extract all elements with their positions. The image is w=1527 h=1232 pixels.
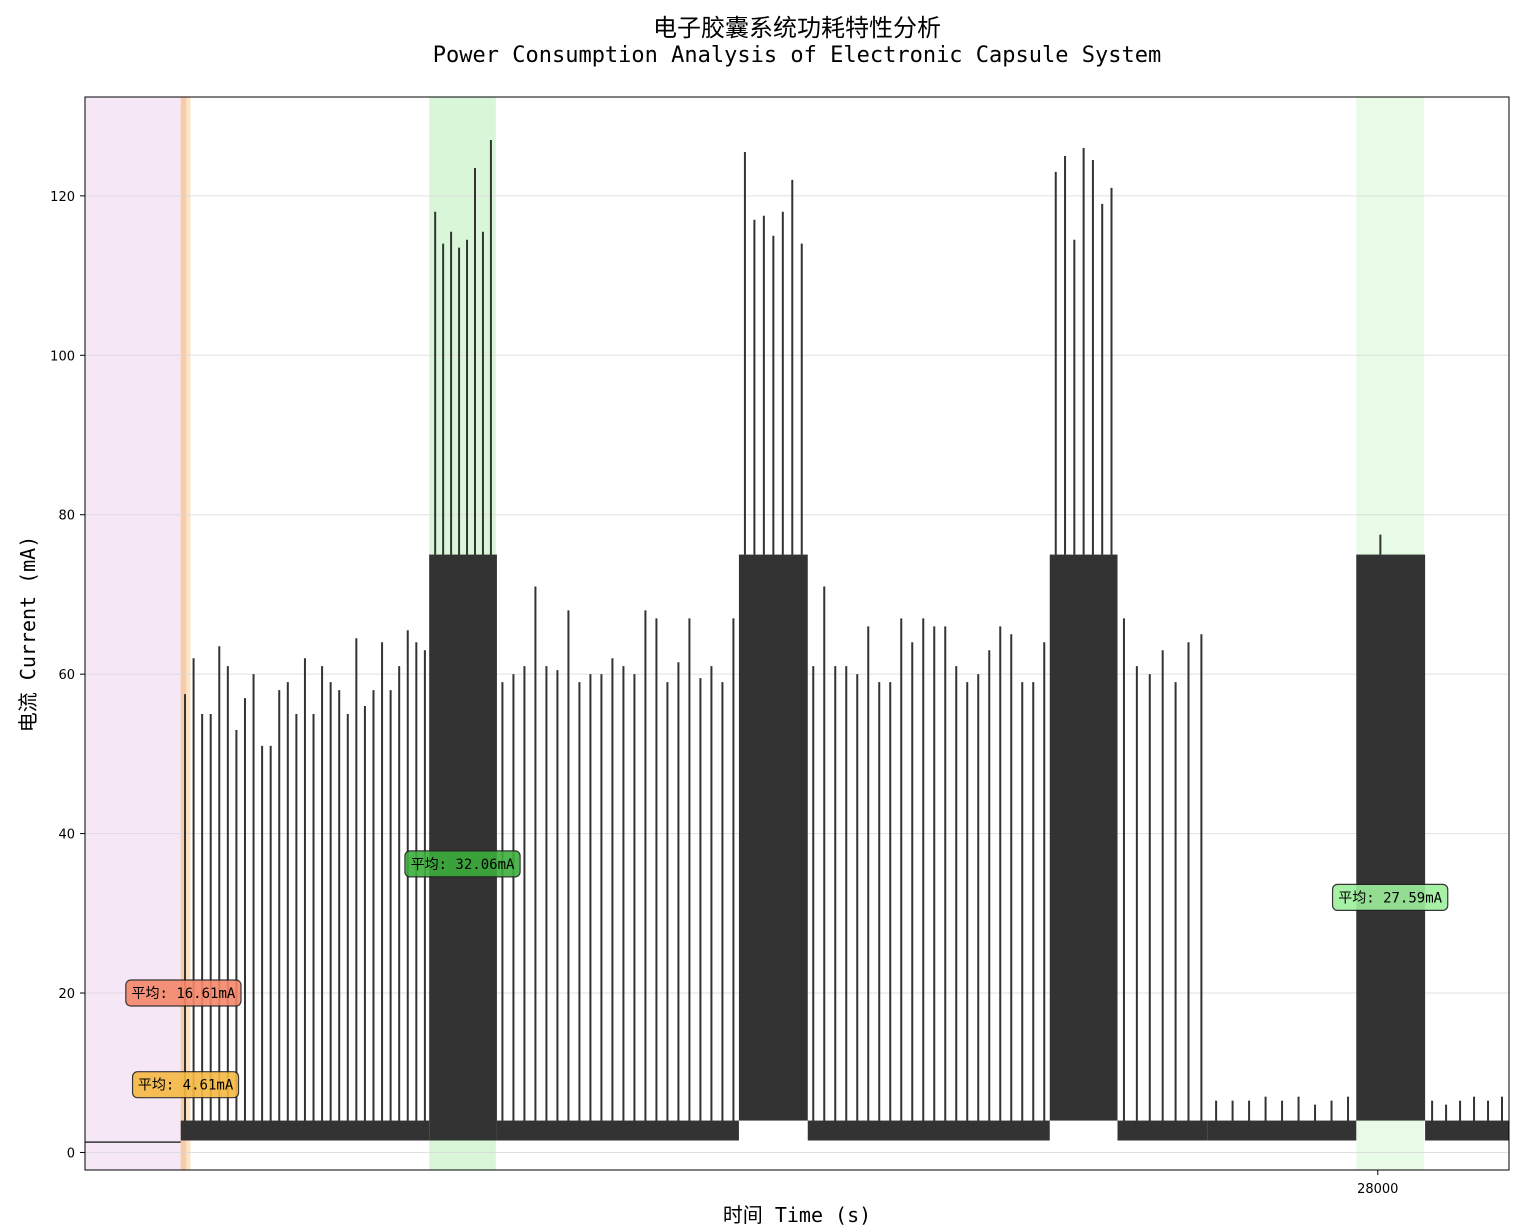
baseline-band [1425,1120,1509,1141]
mean-annotation-box [1331,883,1449,911]
y-tick-label: 120 [50,190,75,205]
burst-block [1049,554,1118,1121]
plot-frame [84,96,1510,1171]
y-tick-label: 0 [67,1146,75,1161]
mean-annotation-box [125,979,242,1007]
x-axis-ticks: 28000 [1357,1170,1398,1197]
baseline-band [807,1120,1050,1141]
current-series [85,140,1509,1143]
burst-block [429,554,497,1141]
y-axis-ticks: 0 20 40 60 80 100 120 [50,190,85,1161]
y-tick-label: 100 [50,349,75,364]
y-tick-label: 20 [58,987,75,1002]
y-tick-label: 80 [58,509,75,524]
x-axis-label: 时间 Time (s) [723,1203,871,1227]
baseline-band [496,1120,739,1141]
y-tick-label: 40 [58,828,75,843]
mean-annotation-box [404,850,521,878]
mean-annotations: 平均: 4.61mA 平均: 16.61mA 平均: 32.06mA 平均: 27.5… [125,850,1449,1099]
mean-annotation: 平均: 27.59mA [1331,883,1449,911]
chart-title: 电子胶囊系统功耗特性分析 [653,14,941,42]
mean-annotation-text: 平均: 32.06mA [411,857,515,873]
y-axis-label: 电流 Current (mA) [16,536,40,733]
chart-subtitle: Power Consumption Analysis of Electronic… [433,43,1161,68]
phase-band-2 [180,97,187,1170]
mean-annotation: 平均: 16.61mA [125,979,242,1007]
mean-annotation: 平均: 32.06mA [404,850,521,878]
burst-block [738,554,808,1121]
burst-block [1356,554,1426,1121]
mean-annotation-text: 平均: 4.61mA [138,1078,234,1094]
mean-annotation-box [131,1071,240,1099]
y-tick-label: 60 [58,668,75,683]
phase-band-0 [85,97,181,1170]
mean-annotation-text: 平均: 27.59mA [1338,890,1442,906]
x-tick-label: 28000 [1357,1182,1398,1197]
mean-annotation: 平均: 4.61mA [131,1071,240,1099]
mean-annotation-text: 平均: 16.61mA [131,986,235,1002]
